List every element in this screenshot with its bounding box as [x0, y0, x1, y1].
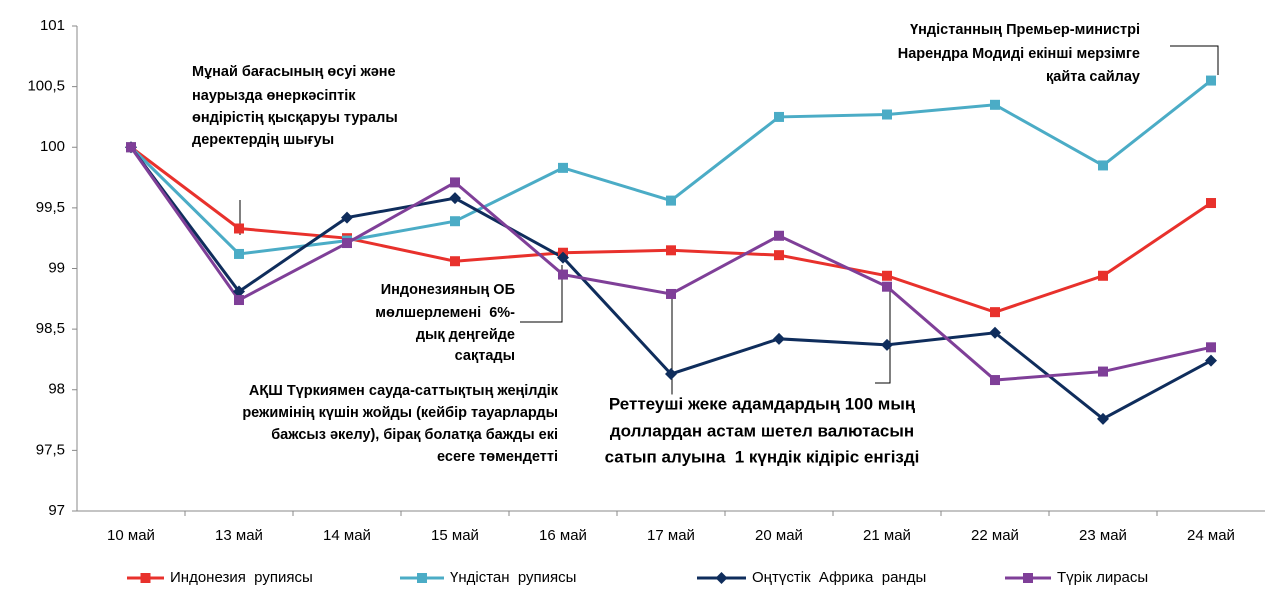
marker	[341, 211, 353, 224]
annotation: Мұнай бағасының өсуі және	[192, 64, 396, 80]
annotation: режимінің күшін жойды (кейбір тауарларды	[242, 405, 558, 421]
marker	[774, 230, 784, 241]
legend-label: Индонезия рупиясы	[170, 569, 313, 586]
series-line	[129, 79, 1212, 256]
y-tick-label: 98,5	[36, 320, 65, 337]
marker	[666, 195, 676, 206]
marker	[450, 216, 460, 227]
annotation: деректердің шығуы	[192, 132, 334, 148]
x-tick-label: 14 май	[323, 527, 371, 544]
annotation: бажсыз әкелу), бірақ болатқа бажды екі	[271, 427, 558, 443]
marker	[1205, 354, 1217, 367]
marker	[449, 192, 461, 205]
legend-label: Түрік лирасы	[1057, 569, 1148, 586]
x-tick-label: 23 май	[1079, 527, 1127, 544]
marker	[234, 223, 244, 234]
marker	[1206, 342, 1216, 353]
marker	[1098, 366, 1108, 377]
x-tick-label: 13 май	[215, 527, 263, 544]
legend-marker	[715, 572, 728, 584]
marker	[1206, 198, 1216, 209]
marker	[666, 245, 676, 256]
callout	[520, 265, 563, 323]
marker	[1098, 270, 1108, 281]
callout	[1170, 45, 1219, 75]
x-tick-label: 16 май	[539, 527, 587, 544]
x-tick-label: 15 май	[431, 527, 479, 544]
marker	[1097, 412, 1109, 425]
marker	[557, 251, 569, 264]
y-tick-label: 99,5	[36, 199, 65, 216]
x-tick-label: 20 май	[755, 527, 803, 544]
annotation: Реттеуші жеке адамдардың 100 мың	[609, 394, 916, 413]
marker	[342, 238, 352, 249]
annotation: сақтады	[455, 348, 515, 364]
marker	[558, 269, 568, 280]
x-tick-label: 21 май	[863, 527, 911, 544]
x-tick-label: 10 май	[107, 527, 155, 544]
callout	[875, 290, 891, 384]
annotation: Нарендра Модиді екінші мерзімге	[898, 46, 1140, 62]
series-line	[130, 146, 1212, 314]
marker	[989, 326, 1001, 339]
annotation: есеге төмендетті	[437, 449, 558, 465]
annotation: Үндістанның Премьер-министрі	[910, 22, 1140, 38]
annotation: доллардан астам шетел валютасын	[610, 421, 914, 440]
annotation-bg	[607, 421, 917, 441]
marker	[881, 338, 893, 351]
x-tick-label: 22 май	[971, 527, 1019, 544]
y-tick-label: 100,5	[27, 78, 65, 95]
marker	[773, 332, 785, 345]
marker	[1206, 75, 1216, 86]
marker	[774, 250, 784, 261]
legend-marker	[1023, 573, 1033, 583]
marker	[882, 270, 892, 281]
marker	[450, 256, 460, 267]
marker	[450, 177, 460, 188]
legend-marker	[140, 573, 151, 583]
marker	[666, 288, 676, 299]
legend-label: Үндістан рупиясы	[450, 569, 576, 586]
y-tick-label: 97,5	[36, 441, 65, 458]
marker	[774, 111, 784, 122]
annotation: Индонезияның ОБ	[381, 282, 515, 298]
legend-label: Оңтүстік Африка ранды	[752, 569, 926, 586]
marker	[990, 99, 1000, 110]
y-tick-label: 100	[40, 138, 65, 155]
marker	[882, 281, 892, 292]
annotation: өндірістің қысқаруы туралы	[192, 110, 398, 126]
marker	[1098, 160, 1108, 171]
marker	[233, 285, 245, 298]
y-tick-label: 97	[48, 502, 65, 519]
annotation: дық деңгейде	[416, 327, 515, 343]
annotation: АҚШ Түркиямен сауда-саттықтың жеңілдік	[249, 383, 559, 399]
marker	[990, 307, 1000, 318]
marker	[665, 367, 677, 380]
marker	[882, 109, 892, 120]
x-tick-label: 24 май	[1187, 527, 1235, 544]
y-tick-label: 98	[48, 381, 65, 398]
marker	[234, 295, 244, 306]
marker	[126, 142, 136, 153]
marker	[558, 162, 568, 173]
annotation: қайта сайлау	[1046, 69, 1140, 85]
y-tick-label: 101	[40, 17, 65, 34]
series-line	[129, 146, 1212, 382]
annotation-bg	[606, 394, 918, 414]
annotation: сатып алуына 1 күндік кідіріс енгізді	[605, 447, 920, 466]
marker	[234, 248, 244, 259]
marker	[990, 375, 1000, 386]
legend-marker	[417, 573, 427, 583]
annotation: наурызда өнеркәсіптік	[192, 88, 356, 104]
annotation-bg	[602, 447, 922, 467]
annotation: мөлшерлемені 6%-	[375, 305, 515, 321]
x-tick-label: 17 май	[647, 527, 695, 544]
y-tick-label: 99	[48, 259, 65, 276]
